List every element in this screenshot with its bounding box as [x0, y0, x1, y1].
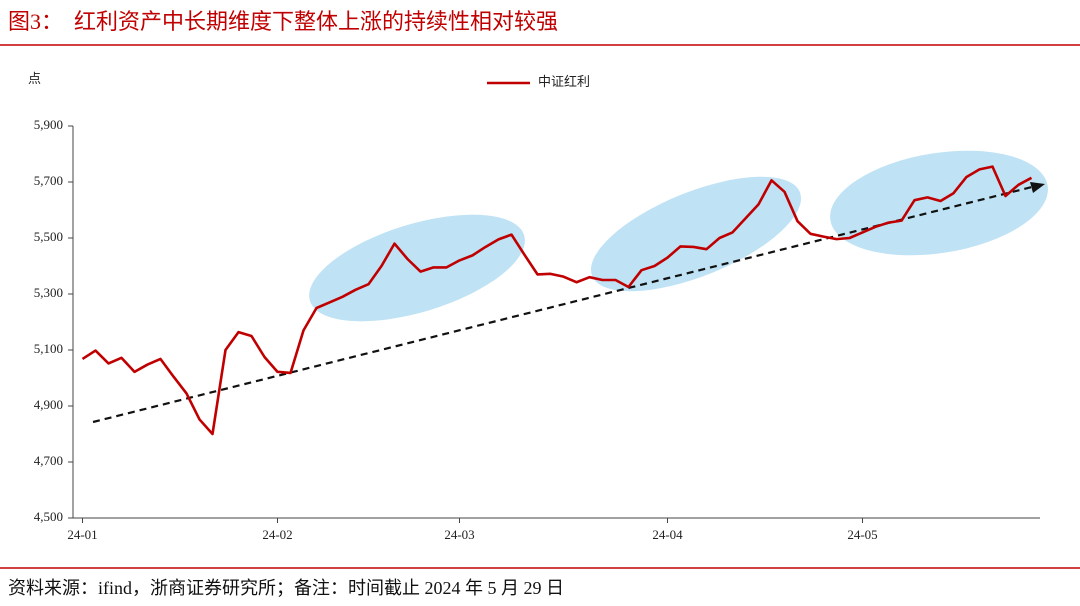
- y-tick-label: 5,100: [34, 341, 63, 356]
- y-tick-label: 5,900: [34, 117, 63, 132]
- x-tick-label: 24-02: [262, 527, 292, 542]
- highlight-ellipse: [590, 176, 802, 292]
- x-tick-label: 24-04: [652, 527, 683, 542]
- highlight-ellipse: [830, 150, 1048, 256]
- chart-title: 图3： 红利资产中长期维度下整体上涨的持续性相对较强: [8, 9, 558, 34]
- x-tick-label: 24-03: [444, 527, 474, 542]
- legend-label: 中证红利: [538, 74, 590, 89]
- y-tick-label: 5,700: [34, 173, 63, 188]
- source-note: 资料来源：ifind，浙商证券研究所；备注：时间截止 2024 年 5 月 29…: [8, 578, 564, 598]
- y-tick-label: 5,300: [34, 285, 63, 300]
- y-tick-label: 4,500: [34, 509, 63, 524]
- y-tick-label: 4,700: [34, 453, 63, 468]
- x-tick-label: 24-01: [67, 527, 97, 542]
- y-axis-label: 点: [28, 71, 41, 86]
- y-tick-label: 4,900: [34, 397, 63, 412]
- series-line: [81, 165, 1033, 436]
- legend: 中证红利: [487, 74, 590, 89]
- x-tick-label: 24-05: [847, 527, 877, 542]
- y-tick-label: 5,500: [34, 229, 63, 244]
- trend-arrowhead: [1030, 182, 1045, 193]
